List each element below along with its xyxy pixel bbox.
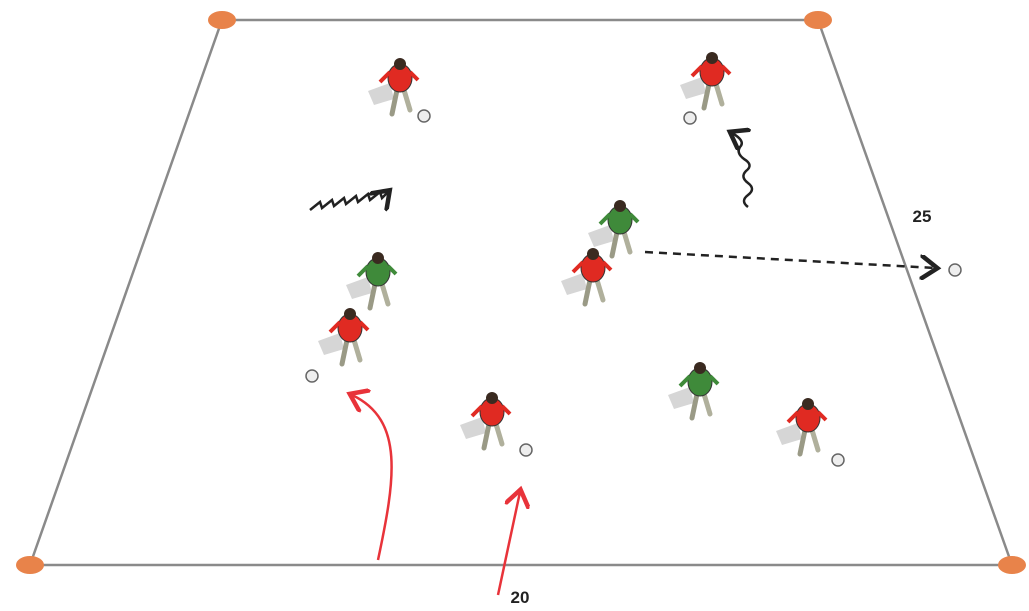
drill-diagram: 25 20 bbox=[0, 0, 1029, 611]
field-boundary bbox=[30, 20, 1012, 565]
player-leg bbox=[597, 280, 603, 300]
attacker bbox=[776, 398, 826, 454]
player-leg bbox=[800, 430, 805, 454]
player-leg bbox=[342, 340, 347, 364]
ball bbox=[949, 264, 961, 276]
player-head bbox=[587, 248, 599, 260]
attacker bbox=[680, 52, 730, 108]
player-head bbox=[614, 200, 626, 212]
player-leg bbox=[704, 394, 710, 414]
player-head bbox=[344, 308, 356, 320]
player-leg bbox=[392, 90, 397, 114]
pass-arrow bbox=[645, 252, 935, 268]
player-leg bbox=[382, 284, 388, 304]
dribble-arrow bbox=[732, 133, 752, 207]
player-head bbox=[694, 362, 706, 374]
players bbox=[306, 52, 961, 466]
player-head bbox=[706, 52, 718, 64]
player-leg bbox=[585, 280, 590, 304]
cone bbox=[998, 556, 1026, 574]
length-label: 20 bbox=[511, 588, 530, 607]
ball bbox=[520, 444, 532, 456]
attacker bbox=[368, 58, 418, 114]
player-leg bbox=[612, 232, 617, 256]
player-leg bbox=[404, 90, 410, 110]
attacker bbox=[318, 308, 368, 364]
player-head bbox=[486, 392, 498, 404]
defender bbox=[668, 362, 718, 418]
player-leg bbox=[354, 340, 360, 360]
run-arrow bbox=[498, 492, 520, 595]
player-leg bbox=[484, 424, 489, 448]
player-head bbox=[372, 252, 384, 264]
cone bbox=[208, 11, 236, 29]
dribble-arrow bbox=[310, 192, 388, 210]
player-leg bbox=[624, 232, 630, 252]
defender bbox=[346, 252, 396, 308]
ball bbox=[684, 112, 696, 124]
player-leg bbox=[704, 84, 709, 108]
defender bbox=[588, 200, 638, 256]
cone bbox=[804, 11, 832, 29]
width-label: 25 bbox=[913, 207, 932, 226]
cones bbox=[16, 11, 1026, 574]
ball bbox=[306, 370, 318, 382]
attacker bbox=[561, 248, 611, 304]
player-leg bbox=[370, 284, 375, 308]
ball bbox=[832, 454, 844, 466]
player-head bbox=[802, 398, 814, 410]
run-arrow bbox=[352, 395, 392, 560]
player-leg bbox=[692, 394, 697, 418]
cone bbox=[16, 556, 44, 574]
attacker bbox=[460, 392, 510, 448]
player-leg bbox=[496, 424, 502, 444]
player-head bbox=[394, 58, 406, 70]
player-leg bbox=[716, 84, 722, 104]
player-leg bbox=[812, 430, 818, 450]
ball bbox=[418, 110, 430, 122]
